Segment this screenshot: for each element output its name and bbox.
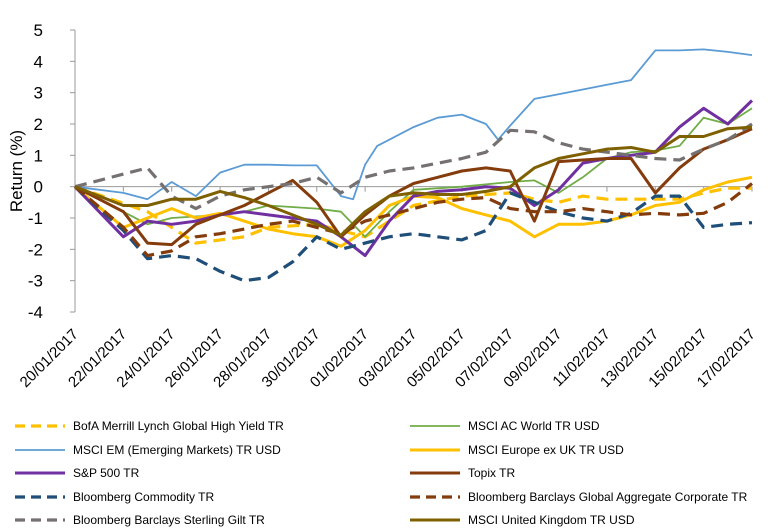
legend-label: MSCI United Kingdom TR USD bbox=[468, 513, 635, 527]
series-lines bbox=[73, 48, 754, 283]
y-axis-title: Return (%) bbox=[7, 130, 26, 212]
legend-label: MSCI Europe ex UK TR USD bbox=[468, 443, 624, 457]
y-tick-label: 0 bbox=[34, 178, 43, 197]
y-tick-label: 2 bbox=[34, 115, 43, 134]
series-line-4 bbox=[73, 99, 754, 258]
series-line-9 bbox=[74, 125, 753, 237]
y-tick-label: 4 bbox=[34, 52, 43, 71]
legend-label: Bloomberg Barclays Global Aggregate Corp… bbox=[468, 490, 748, 504]
legend: BofA Merrill Lynch Global High Yield TR M… bbox=[15, 419, 748, 527]
series-line-0 bbox=[74, 185, 752, 245]
series-line-8 bbox=[74, 122, 753, 211]
legend-label: BofA Merrill Lynch Global High Yield TR bbox=[73, 419, 284, 433]
legend-label: Bloomberg Barclays Sterling Gilt TR bbox=[73, 513, 265, 527]
legend-label: Bloomberg Commodity TR bbox=[73, 490, 214, 504]
series-line-5 bbox=[74, 127, 753, 247]
series-line-6 bbox=[73, 185, 753, 283]
legend-label: MSCI AC World TR USD bbox=[468, 419, 600, 433]
legend-label: MSCI EM (Emerging Markets) TR USD bbox=[73, 443, 281, 457]
y-tick-label: -3 bbox=[28, 272, 43, 291]
y-tick-label: -2 bbox=[28, 240, 43, 259]
y-tick-label: 5 bbox=[34, 21, 43, 40]
y-tick-label: 1 bbox=[34, 146, 43, 165]
y-tick-label: -1 bbox=[28, 209, 43, 228]
series-line-3 bbox=[74, 175, 753, 248]
legend-label: S&P 500 TR bbox=[73, 466, 140, 480]
series-line-7 bbox=[73, 182, 753, 258]
legend-label: Topix TR bbox=[468, 466, 515, 480]
y-axis: -4 -3 -2 -1 0 1 2 3 4 5 bbox=[28, 21, 76, 322]
y-tick-label: 3 bbox=[34, 84, 43, 103]
y-tick-label: -4 bbox=[28, 303, 43, 322]
series-line-2 bbox=[74, 48, 753, 201]
